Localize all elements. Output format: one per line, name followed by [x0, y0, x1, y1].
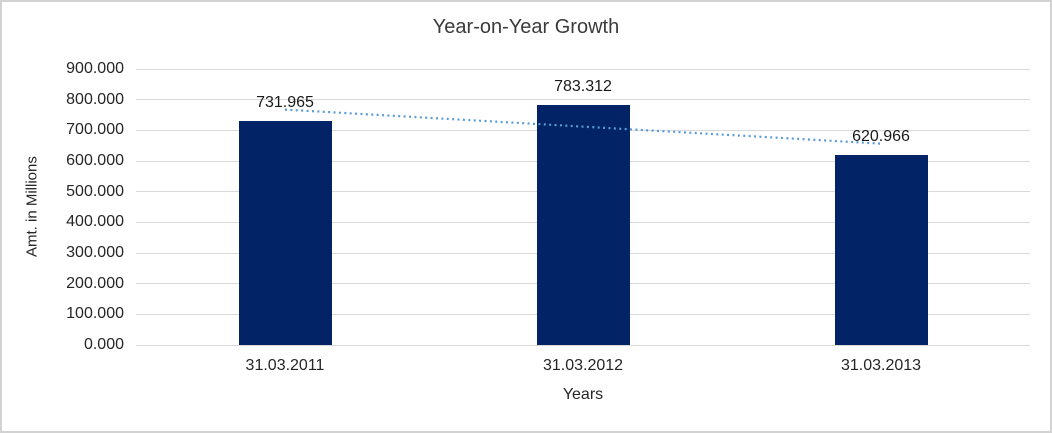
x-axis-tick-label: 31.03.2012 — [542, 357, 624, 374]
bar — [238, 120, 332, 345]
bar-value-label: 731.965 — [256, 93, 314, 111]
y-axis-tick-label: 400.000 — [66, 213, 124, 231]
y-axis-tick-label: 0.000 — [83, 336, 124, 353]
y-axis-tick-label: 100.000 — [66, 305, 124, 323]
plot-area: 731.965 783.312 620.966 — [136, 68, 1030, 346]
chart-title: Year-on-Year Growth — [432, 16, 620, 38]
y-axis-tick-label: 200.000 — [66, 274, 124, 292]
x-axis-title: Years — [562, 386, 604, 403]
trendline — [284, 108, 882, 145]
gridline — [136, 68, 1030, 70]
gridline — [136, 99, 1030, 101]
bar — [536, 104, 630, 345]
y-axis-tick-label: 300.000 — [66, 244, 124, 261]
bar-value-label: 783.312 — [554, 77, 612, 95]
bar-value-label: 620.966 — [852, 127, 910, 145]
y-axis-tick-label: 700.000 — [66, 121, 124, 139]
y-axis-tick-label: 600.000 — [66, 152, 124, 169]
y-axis-title: Amt. in Millions — [23, 156, 41, 258]
x-axis-tick-label: 31.03.2011 — [245, 357, 325, 374]
x-axis-tick-label: 31.03.2013 — [840, 357, 922, 374]
y-axis-tick-label: 800.000 — [66, 90, 124, 108]
y-axis-tick-label: 500.000 — [66, 182, 124, 200]
y-axis-tick-label: 900.000 — [66, 60, 124, 77]
gridline — [136, 344, 1030, 346]
bar — [834, 154, 928, 345]
